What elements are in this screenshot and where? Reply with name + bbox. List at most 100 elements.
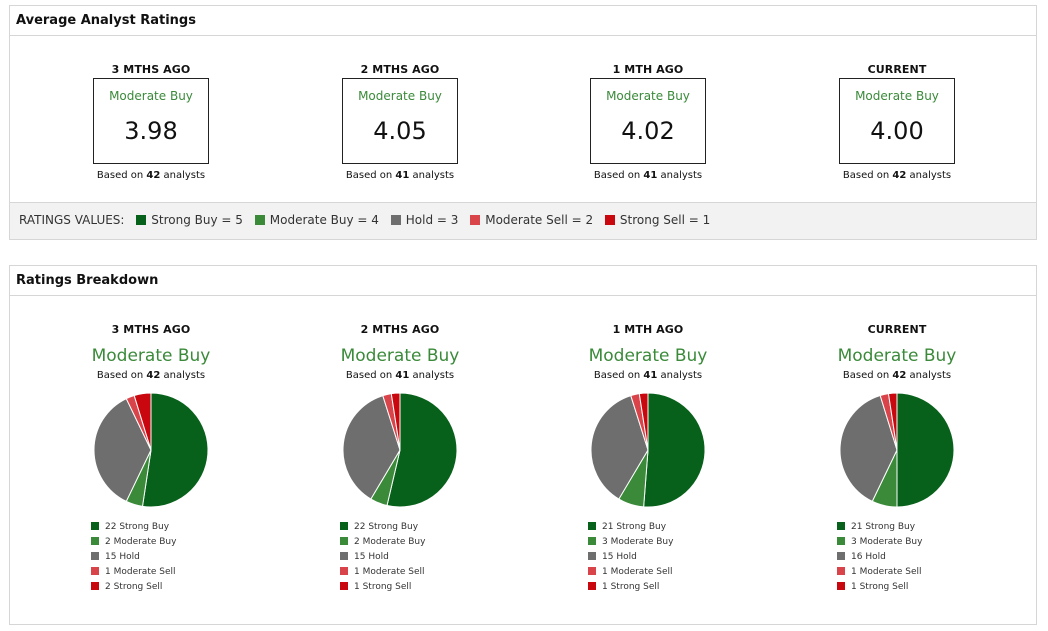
rating-value: 4.00 [870, 117, 924, 145]
legend-swatch [91, 567, 99, 575]
moderate-buy-swatch [254, 215, 265, 225]
legend-entry: 21 Strong Buy [837, 520, 997, 535]
rating-box: Moderate Buy 4.02 [590, 78, 706, 164]
legend-entry: 1 Moderate Sell [91, 565, 251, 580]
rating-label: Moderate Buy [109, 89, 193, 103]
legend-swatch [588, 582, 596, 590]
breakdown-column-1mth: 1 MTH AGO Moderate Buy Based on 41 analy… [548, 323, 748, 595]
legend-entry: 16 Hold [837, 550, 997, 565]
breakdown-column-2mths: 2 MTHS AGO Moderate Buy Based on 41 anal… [300, 323, 500, 595]
breakdown-column-3mths: 3 MTHS AGO Moderate Buy Based on 42 anal… [51, 323, 251, 595]
legend-swatch [340, 567, 348, 575]
legend-swatch [588, 567, 596, 575]
strong-buy-swatch [136, 215, 147, 225]
hold-swatch [390, 215, 401, 225]
legend-item-moderate-sell: Moderate Sell = 2 [470, 203, 593, 237]
legend-entry: 2 Moderate Buy [340, 535, 500, 550]
based-on-text: Based on 41 analysts [345, 370, 455, 381]
legend-entry: 22 Strong Buy [340, 520, 500, 535]
chart-subtitle: Moderate Buy [837, 346, 957, 366]
legend-item-hold: Hold = 3 [390, 203, 458, 237]
breakdown-column-current: CURRENT Moderate Buy Based on 42 analyst… [797, 323, 997, 595]
legend-swatch [588, 552, 596, 560]
legend-swatch [91, 522, 99, 530]
based-on-text: Based on 41 analysts [593, 370, 703, 381]
pie-legend: 21 Strong Buy 3 Moderate Buy 16 Hold 1 M… [837, 520, 997, 595]
pie-slice-strong-buy[interactable] [386, 392, 458, 508]
legend-swatch [340, 537, 348, 545]
pie-slice-hold[interactable] [342, 395, 401, 500]
legend-swatch [91, 537, 99, 545]
rating-value: 4.05 [373, 117, 427, 145]
legend-entry: 1 Moderate Sell [837, 565, 997, 580]
chart-title: 3 MTHS AGO [111, 323, 191, 336]
based-on-text: Based on 42 analysts [842, 170, 952, 181]
legend-swatch [837, 567, 845, 575]
chart-title: 2 MTHS AGO [360, 323, 440, 336]
pie-legend: 22 Strong Buy 2 Moderate Buy 15 Hold 1 M… [340, 520, 500, 595]
based-on-text: Based on 41 analysts [345, 170, 455, 181]
ratings-breakdown-panel: Ratings Breakdown 3 MTHS AGO Moderate Bu… [9, 265, 1037, 625]
rating-column-current: CURRENT Moderate Buy 4.00 Based on 42 an… [817, 63, 977, 181]
pie-slice-strong-sell[interactable] [133, 392, 152, 451]
chart-subtitle: Moderate Buy [340, 346, 460, 366]
legend-swatch [837, 552, 845, 560]
rating-value: 3.98 [124, 117, 178, 145]
legend-swatch [588, 537, 596, 545]
pie-slice-hold[interactable] [839, 394, 898, 503]
period-label: CURRENT [867, 63, 927, 76]
average-ratings-panel: Average Analyst Ratings 3 MTHS AGO Moder… [9, 5, 1037, 240]
legend-entry: 1 Strong Sell [837, 580, 997, 595]
legend-entry: 22 Strong Buy [91, 520, 251, 535]
chart-title: CURRENT [867, 323, 927, 336]
chart-title: 1 MTH AGO [612, 323, 684, 336]
pie-slice-strong-sell[interactable] [638, 392, 649, 451]
rating-value: 4.02 [621, 117, 675, 145]
legend-entry: 1 Strong Sell [588, 580, 748, 595]
legend-entry: 2 Moderate Buy [91, 535, 251, 550]
legend-entry: 1 Strong Sell [340, 580, 500, 595]
period-label: 3 MTHS AGO [111, 63, 191, 76]
pie-slice-strong-buy[interactable] [643, 392, 706, 508]
legend-entry: 2 Strong Sell [91, 580, 251, 595]
rating-column-2mths: 2 MTHS AGO Moderate Buy 4.05 Based on 41… [320, 63, 480, 181]
based-on-text: Based on 42 analysts [96, 370, 206, 381]
chart-subtitle: Moderate Buy [588, 346, 708, 366]
pie-slice-hold[interactable] [590, 395, 649, 500]
strong-sell-swatch [604, 215, 615, 225]
legend-swatch [837, 522, 845, 530]
chart-subtitle: Moderate Buy [91, 346, 211, 366]
rating-column-3mths: 3 MTHS AGO Moderate Buy 3.98 Based on 42… [71, 63, 231, 181]
rating-box: Moderate Buy 4.00 [839, 78, 955, 164]
legend-entry: 1 Moderate Sell [340, 565, 500, 580]
legend-entry: 3 Moderate Buy [588, 535, 748, 550]
legend-swatch [837, 537, 845, 545]
pie-chart [93, 392, 209, 508]
legend-entry: 15 Hold [91, 550, 251, 565]
legend-item-strong-buy: Strong Buy = 5 [136, 203, 243, 237]
pie-chart [839, 392, 955, 508]
pie-slice-strong-sell[interactable] [390, 392, 401, 451]
based-on-text: Based on 42 analysts [842, 370, 952, 381]
pie-slice-hold[interactable] [93, 397, 152, 503]
pie-chart [590, 392, 706, 508]
pie-slice-strong-buy[interactable] [141, 392, 209, 508]
pie-legend: 21 Strong Buy 3 Moderate Buy 15 Hold 1 M… [588, 520, 748, 595]
ratings-breakdown-title: Ratings Breakdown [10, 266, 1036, 296]
pie-slice-strong-buy[interactable] [896, 392, 955, 508]
pie-slice-strong-sell[interactable] [887, 392, 898, 451]
rating-label: Moderate Buy [855, 89, 939, 103]
based-on-text: Based on 42 analysts [96, 170, 206, 181]
legend-item-strong-sell: Strong Sell = 1 [604, 203, 710, 237]
pie-legend: 22 Strong Buy 2 Moderate Buy 15 Hold 1 M… [91, 520, 251, 595]
ratings-values-legend: RATINGS VALUES: Strong Buy = 5 Moderate … [10, 202, 1036, 239]
average-ratings-title: Average Analyst Ratings [10, 6, 1036, 36]
legend-entry: 15 Hold [588, 550, 748, 565]
legend-swatch [91, 582, 99, 590]
legend-swatch [340, 522, 348, 530]
legend-swatch [91, 552, 99, 560]
pie-chart [342, 392, 458, 508]
legend-swatch [340, 552, 348, 560]
legend-swatch [588, 522, 596, 530]
period-label: 1 MTH AGO [612, 63, 684, 76]
